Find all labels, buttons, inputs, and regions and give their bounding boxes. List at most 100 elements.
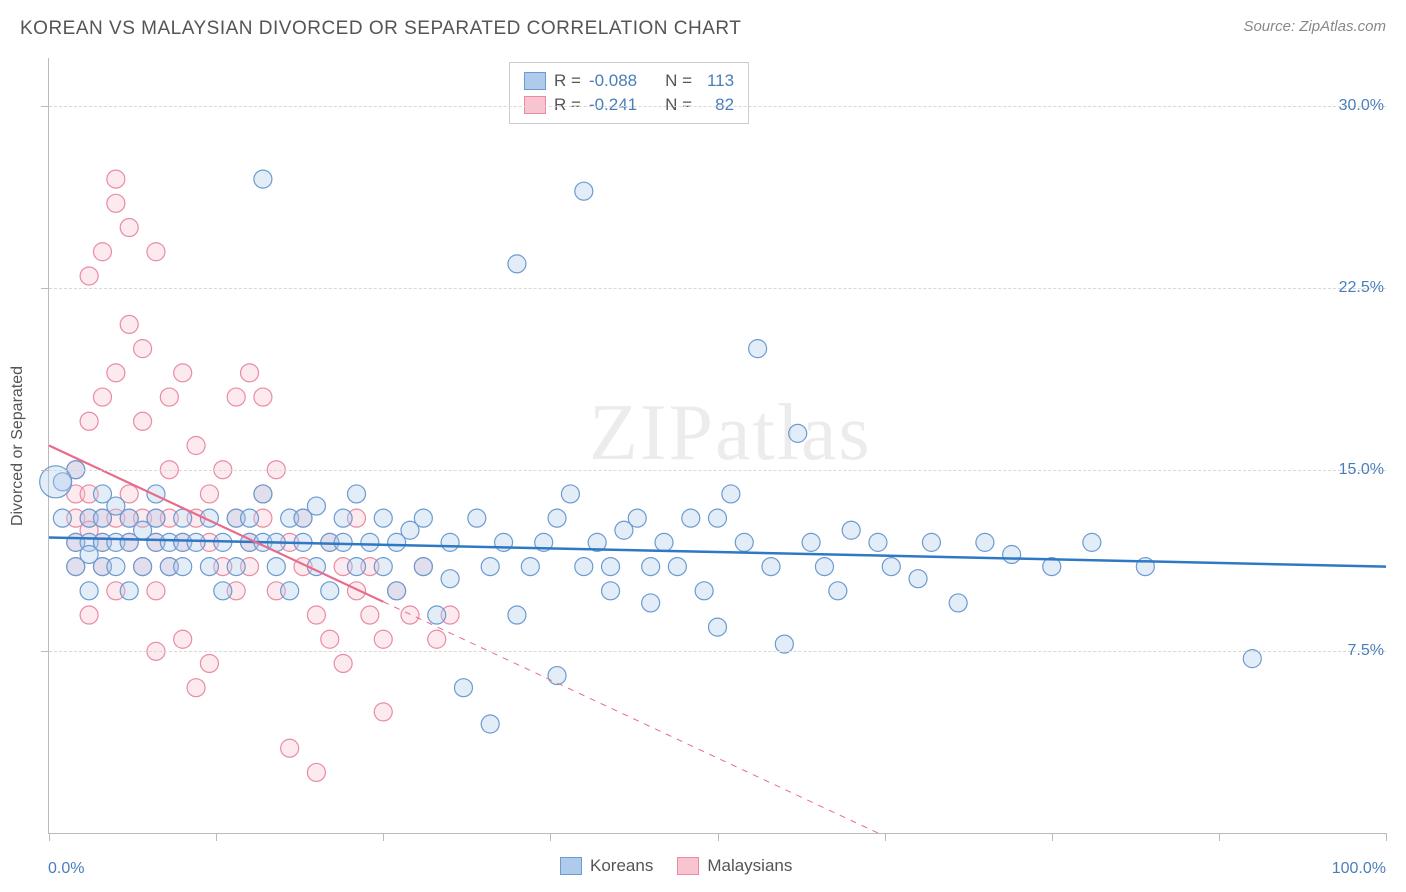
data-point bbox=[120, 315, 138, 333]
y-tick bbox=[41, 106, 49, 107]
data-point bbox=[187, 533, 205, 551]
data-point bbox=[602, 558, 620, 576]
data-point bbox=[334, 654, 352, 672]
legend-label: Koreans bbox=[590, 856, 653, 876]
data-point bbox=[107, 194, 125, 212]
scatter-chart: ZIPatlas R =-0.088N =113R =-0.241N =82 7… bbox=[48, 58, 1386, 834]
data-point bbox=[735, 533, 753, 551]
legend-row: R =-0.088N =113 bbox=[524, 69, 734, 93]
data-point bbox=[281, 739, 299, 757]
data-point bbox=[749, 340, 767, 358]
data-point bbox=[561, 485, 579, 503]
data-point bbox=[80, 267, 98, 285]
data-point bbox=[281, 582, 299, 600]
x-tick bbox=[49, 833, 50, 841]
x-tick bbox=[885, 833, 886, 841]
data-point bbox=[548, 667, 566, 685]
y-tick bbox=[41, 651, 49, 652]
n-value: 113 bbox=[700, 71, 734, 91]
data-point bbox=[508, 606, 526, 624]
data-point bbox=[668, 558, 686, 576]
data-point bbox=[160, 388, 178, 406]
data-point bbox=[815, 558, 833, 576]
data-point bbox=[307, 763, 325, 781]
data-point bbox=[187, 679, 205, 697]
data-point bbox=[174, 630, 192, 648]
data-point bbox=[134, 412, 152, 430]
n-value: 82 bbox=[700, 95, 734, 115]
data-point bbox=[909, 570, 927, 588]
data-point bbox=[642, 558, 660, 576]
data-point bbox=[147, 509, 165, 527]
x-tick bbox=[718, 833, 719, 841]
data-point bbox=[468, 509, 486, 527]
data-point bbox=[80, 412, 98, 430]
data-point bbox=[521, 558, 539, 576]
data-point bbox=[428, 630, 446, 648]
data-point bbox=[93, 388, 111, 406]
data-point bbox=[254, 170, 272, 188]
data-point bbox=[147, 485, 165, 503]
data-point bbox=[882, 558, 900, 576]
data-point bbox=[414, 509, 432, 527]
data-point bbox=[321, 582, 339, 600]
x-tick bbox=[550, 833, 551, 841]
data-point bbox=[307, 497, 325, 515]
legend-swatch bbox=[524, 96, 546, 114]
data-point bbox=[134, 340, 152, 358]
data-point bbox=[147, 243, 165, 261]
correlation-legend: R =-0.088N =113R =-0.241N =82 bbox=[509, 62, 749, 124]
data-point bbox=[80, 582, 98, 600]
y-axis-label: Divorced or Separated bbox=[9, 366, 27, 526]
data-point bbox=[361, 533, 379, 551]
data-point bbox=[949, 594, 967, 612]
data-point bbox=[709, 509, 727, 527]
data-point bbox=[53, 509, 71, 527]
data-point bbox=[147, 582, 165, 600]
data-point bbox=[374, 703, 392, 721]
x-tick bbox=[216, 833, 217, 841]
y-tick bbox=[41, 470, 49, 471]
x-axis-min-label: 0.0% bbox=[48, 860, 84, 878]
x-tick bbox=[1386, 833, 1387, 841]
n-label: N = bbox=[665, 71, 692, 91]
data-point bbox=[548, 509, 566, 527]
data-point bbox=[214, 582, 232, 600]
y-tick-label: 15.0% bbox=[1339, 461, 1388, 479]
data-point bbox=[976, 533, 994, 551]
data-point bbox=[348, 485, 366, 503]
data-point bbox=[414, 558, 432, 576]
data-point bbox=[200, 558, 218, 576]
data-point bbox=[107, 558, 125, 576]
data-point bbox=[120, 582, 138, 600]
data-point bbox=[120, 219, 138, 237]
data-point bbox=[174, 558, 192, 576]
data-point bbox=[802, 533, 820, 551]
data-point bbox=[254, 485, 272, 503]
plot-svg bbox=[49, 58, 1386, 833]
trend-line bbox=[383, 602, 878, 833]
data-point bbox=[922, 533, 940, 551]
data-point bbox=[829, 582, 847, 600]
data-point bbox=[869, 533, 887, 551]
y-tick-label: 7.5% bbox=[1348, 642, 1388, 660]
source-attribution: Source: ZipAtlas.com bbox=[1243, 18, 1386, 35]
data-point bbox=[575, 558, 593, 576]
data-point bbox=[655, 533, 673, 551]
legend-swatch bbox=[677, 857, 699, 875]
data-point bbox=[267, 558, 285, 576]
gridline bbox=[49, 470, 1386, 471]
gridline bbox=[49, 651, 1386, 652]
data-point bbox=[107, 170, 125, 188]
data-point bbox=[361, 606, 379, 624]
data-point bbox=[374, 630, 392, 648]
data-point bbox=[481, 558, 499, 576]
data-point bbox=[722, 485, 740, 503]
data-point bbox=[508, 255, 526, 273]
data-point bbox=[134, 558, 152, 576]
chart-title: KOREAN VS MALAYSIAN DIVORCED OR SEPARATE… bbox=[20, 18, 741, 40]
data-point bbox=[789, 424, 807, 442]
data-point bbox=[200, 654, 218, 672]
data-point bbox=[762, 558, 780, 576]
x-tick bbox=[1219, 833, 1220, 841]
